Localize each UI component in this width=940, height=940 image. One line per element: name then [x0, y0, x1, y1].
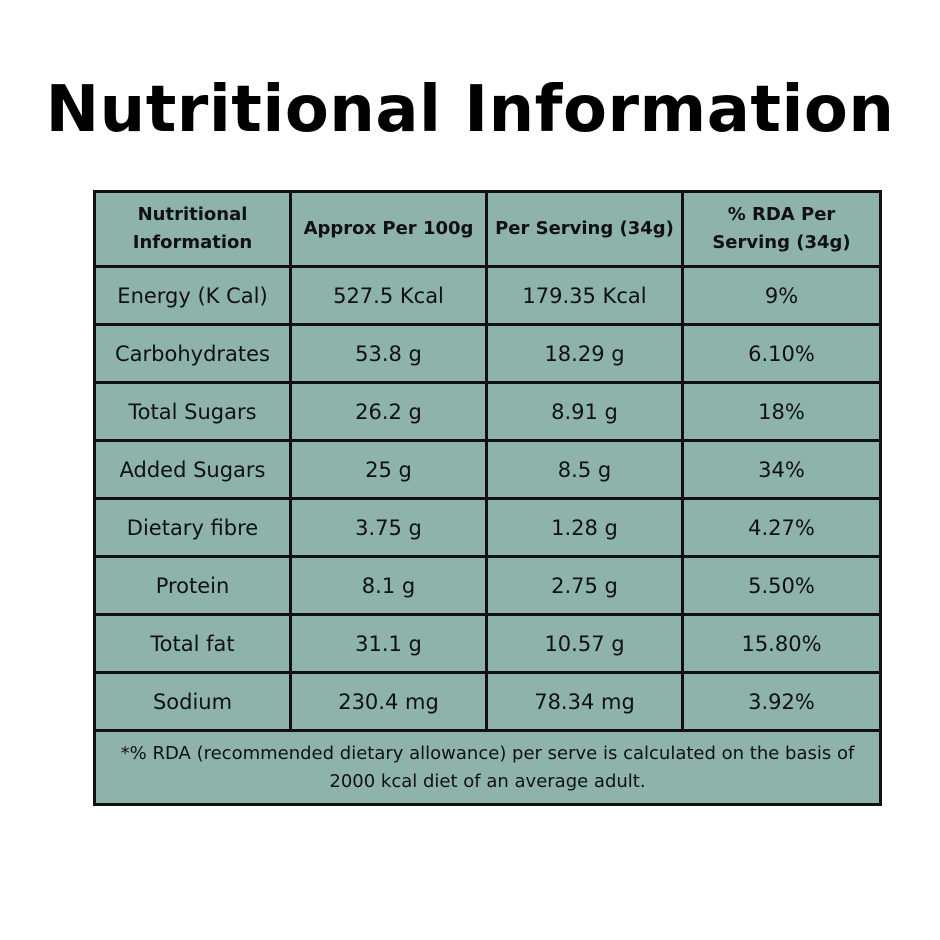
per-100g-cell: 230.4 mg — [289, 671, 488, 732]
column-header-per-100g: Approx Per 100g — [289, 190, 488, 268]
table-row: Dietary fibre 3.75 g 1.28 g 4.27% — [93, 497, 882, 558]
per-100g-cell: 3.75 g — [289, 497, 488, 558]
nutrient-cell: Total fat — [93, 613, 292, 674]
per-100g-cell: 8.1 g — [289, 555, 488, 616]
per-serving-cell: 179.35 Kcal — [485, 265, 684, 326]
rda-cell: 18% — [681, 381, 882, 442]
table-row: Carbohydrates 53.8 g 18.29 g 6.10% — [93, 323, 882, 384]
header-row: Nutritional Information Approx Per 100g … — [93, 190, 882, 268]
table-row: Total Sugars 26.2 g 8.91 g 18% — [93, 381, 882, 442]
nutrient-cell: Dietary fibre — [93, 497, 292, 558]
nutrient-cell: Sodium — [93, 671, 292, 732]
nutrition-table: Nutritional Information Approx Per 100g … — [93, 190, 882, 806]
table-row: Sodium 230.4 mg 78.34 mg 3.92% — [93, 671, 882, 732]
per-100g-cell: 25 g — [289, 439, 488, 500]
rda-cell: 4.27% — [681, 497, 882, 558]
per-serving-cell: 8.91 g — [485, 381, 684, 442]
per-serving-cell: 10.57 g — [485, 613, 684, 674]
nutrient-cell: Added Sugars — [93, 439, 292, 500]
per-serving-cell: 78.34 mg — [485, 671, 684, 732]
per-serving-cell: 1.28 g — [485, 497, 684, 558]
rda-cell: 9% — [681, 265, 882, 326]
page-title: Nutritional Information — [45, 73, 895, 147]
per-serving-cell: 8.5 g — [485, 439, 684, 500]
table-row: Added Sugars 25 g 8.5 g 34% — [93, 439, 882, 500]
footnote: *% RDA (recommended dietary allowance) p… — [93, 729, 882, 806]
column-header-nutrient: Nutritional Information — [93, 190, 292, 268]
per-100g-cell: 26.2 g — [289, 381, 488, 442]
per-serving-cell: 2.75 g — [485, 555, 684, 616]
table-row: Energy (K Cal) 527.5 Kcal 179.35 Kcal 9% — [93, 265, 882, 326]
rda-cell: 3.92% — [681, 671, 882, 732]
per-serving-cell: 18.29 g — [485, 323, 684, 384]
column-header-per-serving: Per Serving (34g) — [485, 190, 684, 268]
rda-cell: 5.50% — [681, 555, 882, 616]
rda-cell: 15.80% — [681, 613, 882, 674]
column-header-rda: % RDA Per Serving (34g) — [681, 190, 882, 268]
per-100g-cell: 31.1 g — [289, 613, 488, 674]
table-row: Total fat 31.1 g 10.57 g 15.80% — [93, 613, 882, 674]
nutrient-cell: Total Sugars — [93, 381, 292, 442]
per-100g-cell: 53.8 g — [289, 323, 488, 384]
footnote-row: *% RDA (recommended dietary allowance) p… — [93, 729, 882, 806]
nutrient-cell: Carbohydrates — [93, 323, 292, 384]
per-100g-cell: 527.5 Kcal — [289, 265, 488, 326]
rda-cell: 34% — [681, 439, 882, 500]
nutrient-cell: Energy (K Cal) — [93, 265, 292, 326]
nutrient-cell: Protein — [93, 555, 292, 616]
rda-cell: 6.10% — [681, 323, 882, 384]
table-row: Protein 8.1 g 2.75 g 5.50% — [93, 555, 882, 616]
